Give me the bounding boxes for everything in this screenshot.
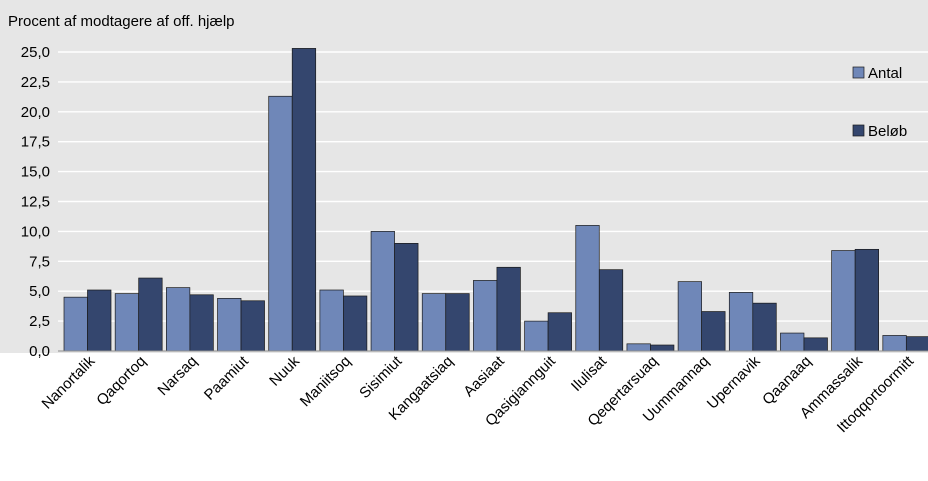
y-tick-label: 20,0: [21, 104, 50, 121]
bar-bel-b-maniitsoq: [343, 295, 368, 352]
x-tick-label: Narsaq: [154, 353, 200, 399]
x-tick-label: Qaqortoq: [93, 353, 149, 409]
bar-bel-b-ammassalik: [854, 248, 879, 352]
bar-bel-b-ilulisat: [598, 269, 624, 352]
bar-antal-maniitsoq: [319, 289, 344, 352]
chart-title: Procent af modtagere af off. hjælp: [8, 13, 235, 30]
bar-antal-qaqortoq: [114, 293, 140, 352]
bar-antal-qasigiannguit: [524, 320, 549, 352]
bar-antal-ammassalik: [831, 250, 856, 352]
bars: [63, 48, 928, 352]
x-tick-label: Nuuk: [266, 352, 303, 389]
bar-bel-b-nuuk: [291, 48, 317, 352]
bar-antal-nanortalik: [63, 296, 88, 352]
legend: Antal Beløb: [852, 65, 907, 140]
bar-bel-b-upernavik: [752, 302, 777, 352]
legend-swatch: [852, 124, 865, 137]
y-tick-label: 22,5: [21, 74, 50, 91]
legend-label: Beløb: [868, 123, 907, 140]
y-tick-label: 5,0: [29, 283, 50, 300]
y-tick-label: 15,0: [21, 164, 50, 181]
y-tick-label: 2,5: [29, 313, 50, 330]
bar-antal-narsaq: [166, 287, 191, 352]
x-tick-label: Ilulisat: [568, 352, 611, 395]
y-axis: 0,0 2,5 5,0 7,5 10,0 12,5 15,0 17,5 20,0 22,5 25,0: [21, 44, 50, 360]
bar-bel-b-qeqertarsuaq: [650, 344, 675, 352]
bar-antal-qaanaaq: [780, 332, 805, 352]
bar-antal-sisimiut: [370, 231, 395, 352]
x-tick-label: Upernavik: [704, 352, 764, 412]
x-tick-label: Aasiaat: [460, 352, 508, 400]
bar-bel-b-narsaq: [189, 294, 214, 352]
bar-bel-b-nanortalik: [87, 289, 112, 352]
bar-antal-paamiut: [217, 298, 242, 352]
bar-antal-aasiaat: [473, 280, 498, 352]
bar-antal-nuuk: [268, 95, 293, 352]
bar-antal-ittoqqortoormitt: [882, 335, 907, 352]
bar-bel-b-qasigiannguit: [547, 312, 572, 352]
x-tick-label: Sisimiut: [356, 352, 406, 402]
bar-antal-uummannaq: [677, 281, 702, 352]
y-tick-label: 12,5: [21, 194, 50, 211]
bar-bel-b-sisimiut: [394, 243, 419, 352]
legend-label: Antal: [868, 65, 902, 82]
bar-antal-qeqertarsuaq: [626, 343, 651, 352]
legend-swatch: [852, 66, 865, 79]
x-tick-label: Paamiut: [201, 352, 253, 404]
bar-bel-b-paamiut: [240, 300, 265, 352]
bar-antal-upernavik: [728, 292, 754, 352]
x-tick-label: Nanortalik: [39, 352, 99, 412]
bar-bel-b-qaanaaq: [803, 337, 828, 352]
y-tick-label: 17,5: [21, 134, 50, 151]
bar-antal-ilulisat: [575, 225, 600, 352]
y-tick-label: 7,5: [29, 253, 50, 270]
bar-bel-b-qaqortoq: [138, 277, 163, 352]
x-tick-label: Maniitsoq: [297, 353, 354, 410]
y-tick-label: 10,0: [21, 223, 50, 240]
bar-bel-b-uummannaq: [701, 311, 726, 352]
y-tick-label: 25,0: [21, 44, 50, 61]
bar-bel-b-aasiaat: [496, 266, 521, 352]
bar-bel-b-kangaatsiaq: [445, 293, 470, 352]
bar-antal-kangaatsiaq: [421, 293, 447, 352]
bar-bel-b-ittoqqortoormitt: [905, 336, 928, 352]
y-tick-label: 0,0: [29, 343, 50, 360]
